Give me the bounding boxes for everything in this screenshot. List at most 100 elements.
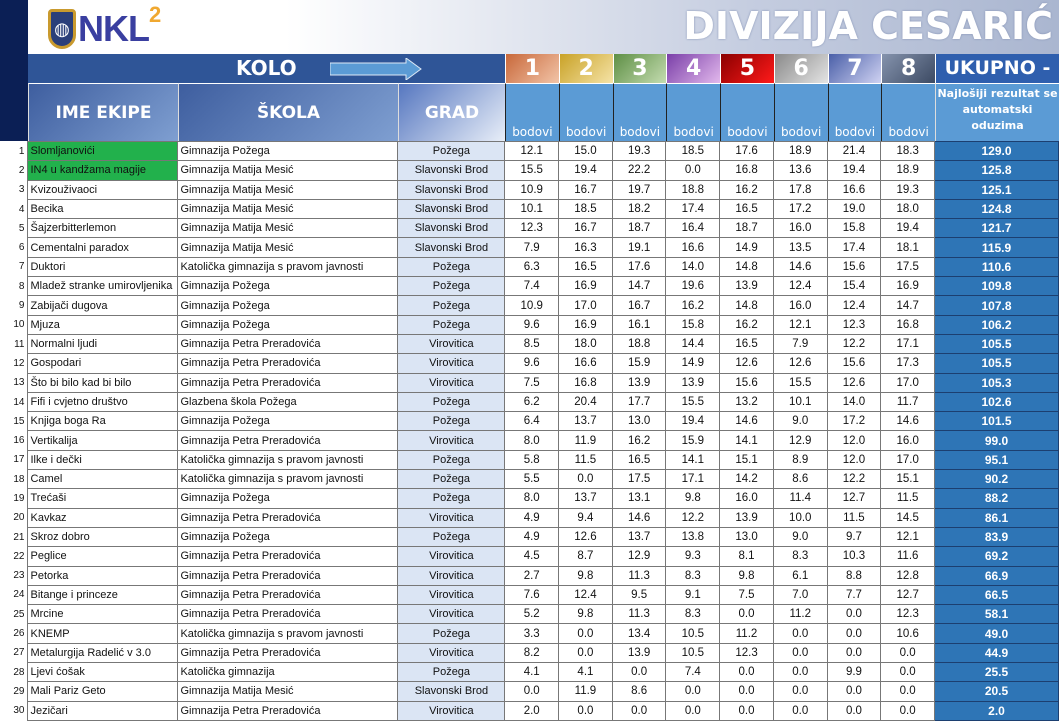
rank-number: 6 — [18, 242, 25, 254]
school-name: Katolička gimnazija s pravom javnosti — [177, 469, 399, 490]
round-points: 8.3 — [665, 565, 721, 586]
team-name: Cementalni paradox — [27, 237, 179, 258]
school-name: Gimnazija Matija Mesić — [177, 198, 399, 220]
city-name: Virovitica — [397, 604, 506, 625]
round-points: 14.6 — [611, 507, 667, 528]
round-points: 11.6 — [880, 546, 935, 567]
round-points: 16.7 — [558, 218, 613, 239]
round-points: 16.7 — [558, 179, 613, 200]
city-name: Požega — [397, 623, 506, 644]
round-points: 12.1 — [772, 314, 828, 335]
round-points: 17.3 — [880, 353, 935, 374]
round-points: 0.0 — [880, 662, 935, 683]
rank-number: 4 — [18, 203, 25, 215]
school-name: Gimnazija Petra Preradovića — [177, 565, 399, 586]
round-points: 0.0 — [719, 681, 774, 702]
table-row: 24 Bitange i princeze Gimnazija Petra Prer… — [0, 584, 1059, 606]
round-points: 17.8 — [772, 179, 828, 200]
table-row: 2 IN4 u kandžama magije Gimnazija Matija M… — [0, 160, 1059, 181]
round-points: 4.1 — [558, 662, 613, 683]
round-points: 11.9 — [558, 430, 613, 451]
city-name: Požega — [397, 449, 506, 471]
round-points: 0.0 — [558, 700, 613, 721]
city-name: Virovitica — [397, 430, 506, 451]
round-points: 10.6 — [880, 623, 935, 644]
round-points: 0.0 — [558, 623, 613, 644]
school-name: Gimnazija Petra Preradovića — [177, 353, 399, 374]
round-points: 17.6 — [611, 256, 667, 278]
team-name: Knjiga boga Ra — [27, 411, 179, 432]
total-points: 105.5 — [934, 333, 1059, 355]
rank-number: 9 — [18, 300, 25, 312]
round-points: 0.0 — [880, 700, 935, 721]
team-name: Jezičari — [27, 700, 179, 721]
round-points: 10.9 — [504, 295, 560, 316]
school-name: Katolička gimnazija s pravom javnosti — [177, 623, 399, 644]
round-points: 17.5 — [880, 256, 935, 278]
school-name: Gimnazija Petra Preradovića — [177, 333, 399, 355]
round-header-1: 1 — [505, 54, 559, 83]
round-points: 16.0 — [880, 430, 935, 451]
round-points: 18.2 — [611, 198, 667, 220]
round-points: 12.3 — [880, 604, 935, 625]
round-points: 13.5 — [772, 237, 828, 258]
round-points: 0.0 — [665, 160, 721, 181]
round-points: 13.7 — [611, 526, 667, 548]
city-name: Virovitica — [397, 353, 506, 374]
rank-number: 7 — [18, 261, 25, 273]
round-points: 15.5 — [665, 391, 721, 413]
round-points: 10.1 — [504, 198, 560, 220]
round-points: 15.8 — [826, 218, 882, 239]
round-points: 4.9 — [504, 526, 560, 548]
round-header-5: 5 — [720, 54, 774, 83]
round-points: 13.7 — [558, 488, 613, 509]
round-points: 5.2 — [504, 604, 560, 625]
round-points: 18.5 — [665, 140, 721, 162]
round-points: 18.1 — [880, 237, 935, 258]
team-name: Ljevi ćošak — [27, 662, 179, 683]
team-name: Ilke i dečki — [27, 449, 179, 471]
total-points: 95.1 — [934, 449, 1059, 471]
round-points: 5.8 — [504, 449, 560, 471]
round-points: 15.6 — [826, 256, 882, 278]
total-points: 99.0 — [934, 430, 1059, 451]
total-points: 110.6 — [934, 256, 1059, 278]
table-row: 15 Knjiga boga Ra Gimnazija Požega Požega 6.… — [0, 411, 1059, 432]
round-points: 16.8 — [880, 314, 935, 335]
team-name: Gospodari — [27, 353, 179, 374]
total-points: 25.5 — [934, 662, 1059, 683]
round-points: 18.8 — [665, 179, 721, 200]
total-points: 88.2 — [934, 488, 1059, 509]
school-name: Gimnazija Petra Preradovića — [177, 430, 399, 451]
round-points: 13.0 — [719, 526, 774, 548]
city-name: Požega — [397, 314, 506, 335]
table-row: 21 Skroz dobro Gimnazija Požega Požega 4.9 12… — [0, 526, 1059, 548]
rank-number: 13 — [13, 377, 25, 389]
round-points: 14.6 — [772, 256, 828, 278]
round-points: 15.9 — [611, 353, 667, 374]
round-points: 18.5 — [558, 198, 613, 220]
round-points: 0.0 — [772, 662, 828, 683]
round-points: 7.5 — [719, 584, 774, 606]
school-name: Gimnazija Matija Mesić — [177, 681, 399, 702]
round-points: 19.4 — [826, 160, 882, 181]
round-points: 0.0 — [880, 681, 935, 702]
round-points: 19.3 — [880, 179, 935, 200]
school-name: Katolička gimnazija — [177, 662, 399, 683]
round-points: 10.1 — [772, 391, 828, 413]
team-name: Trećaši — [27, 488, 179, 509]
table-row: 6 Cementalni paradox Gimnazija Matija Mesi… — [0, 237, 1059, 258]
points-header: bodovi — [827, 83, 882, 141]
round-points: 9.9 — [826, 662, 882, 683]
city-name: Slavonski Brod — [397, 179, 506, 200]
round-points: 16.8 — [558, 372, 613, 393]
rank-number: 23 — [13, 570, 25, 582]
round-header-7: 7 — [827, 54, 882, 83]
rank-number: 30 — [13, 705, 25, 717]
round-points: 17.0 — [880, 372, 935, 393]
school-name: Gimnazija Matija Mesić — [177, 160, 399, 181]
round-points: 9.5 — [611, 584, 667, 606]
round-points: 9.8 — [719, 565, 774, 586]
round-points: 8.1 — [719, 546, 774, 567]
total-points: 66.9 — [934, 565, 1059, 586]
